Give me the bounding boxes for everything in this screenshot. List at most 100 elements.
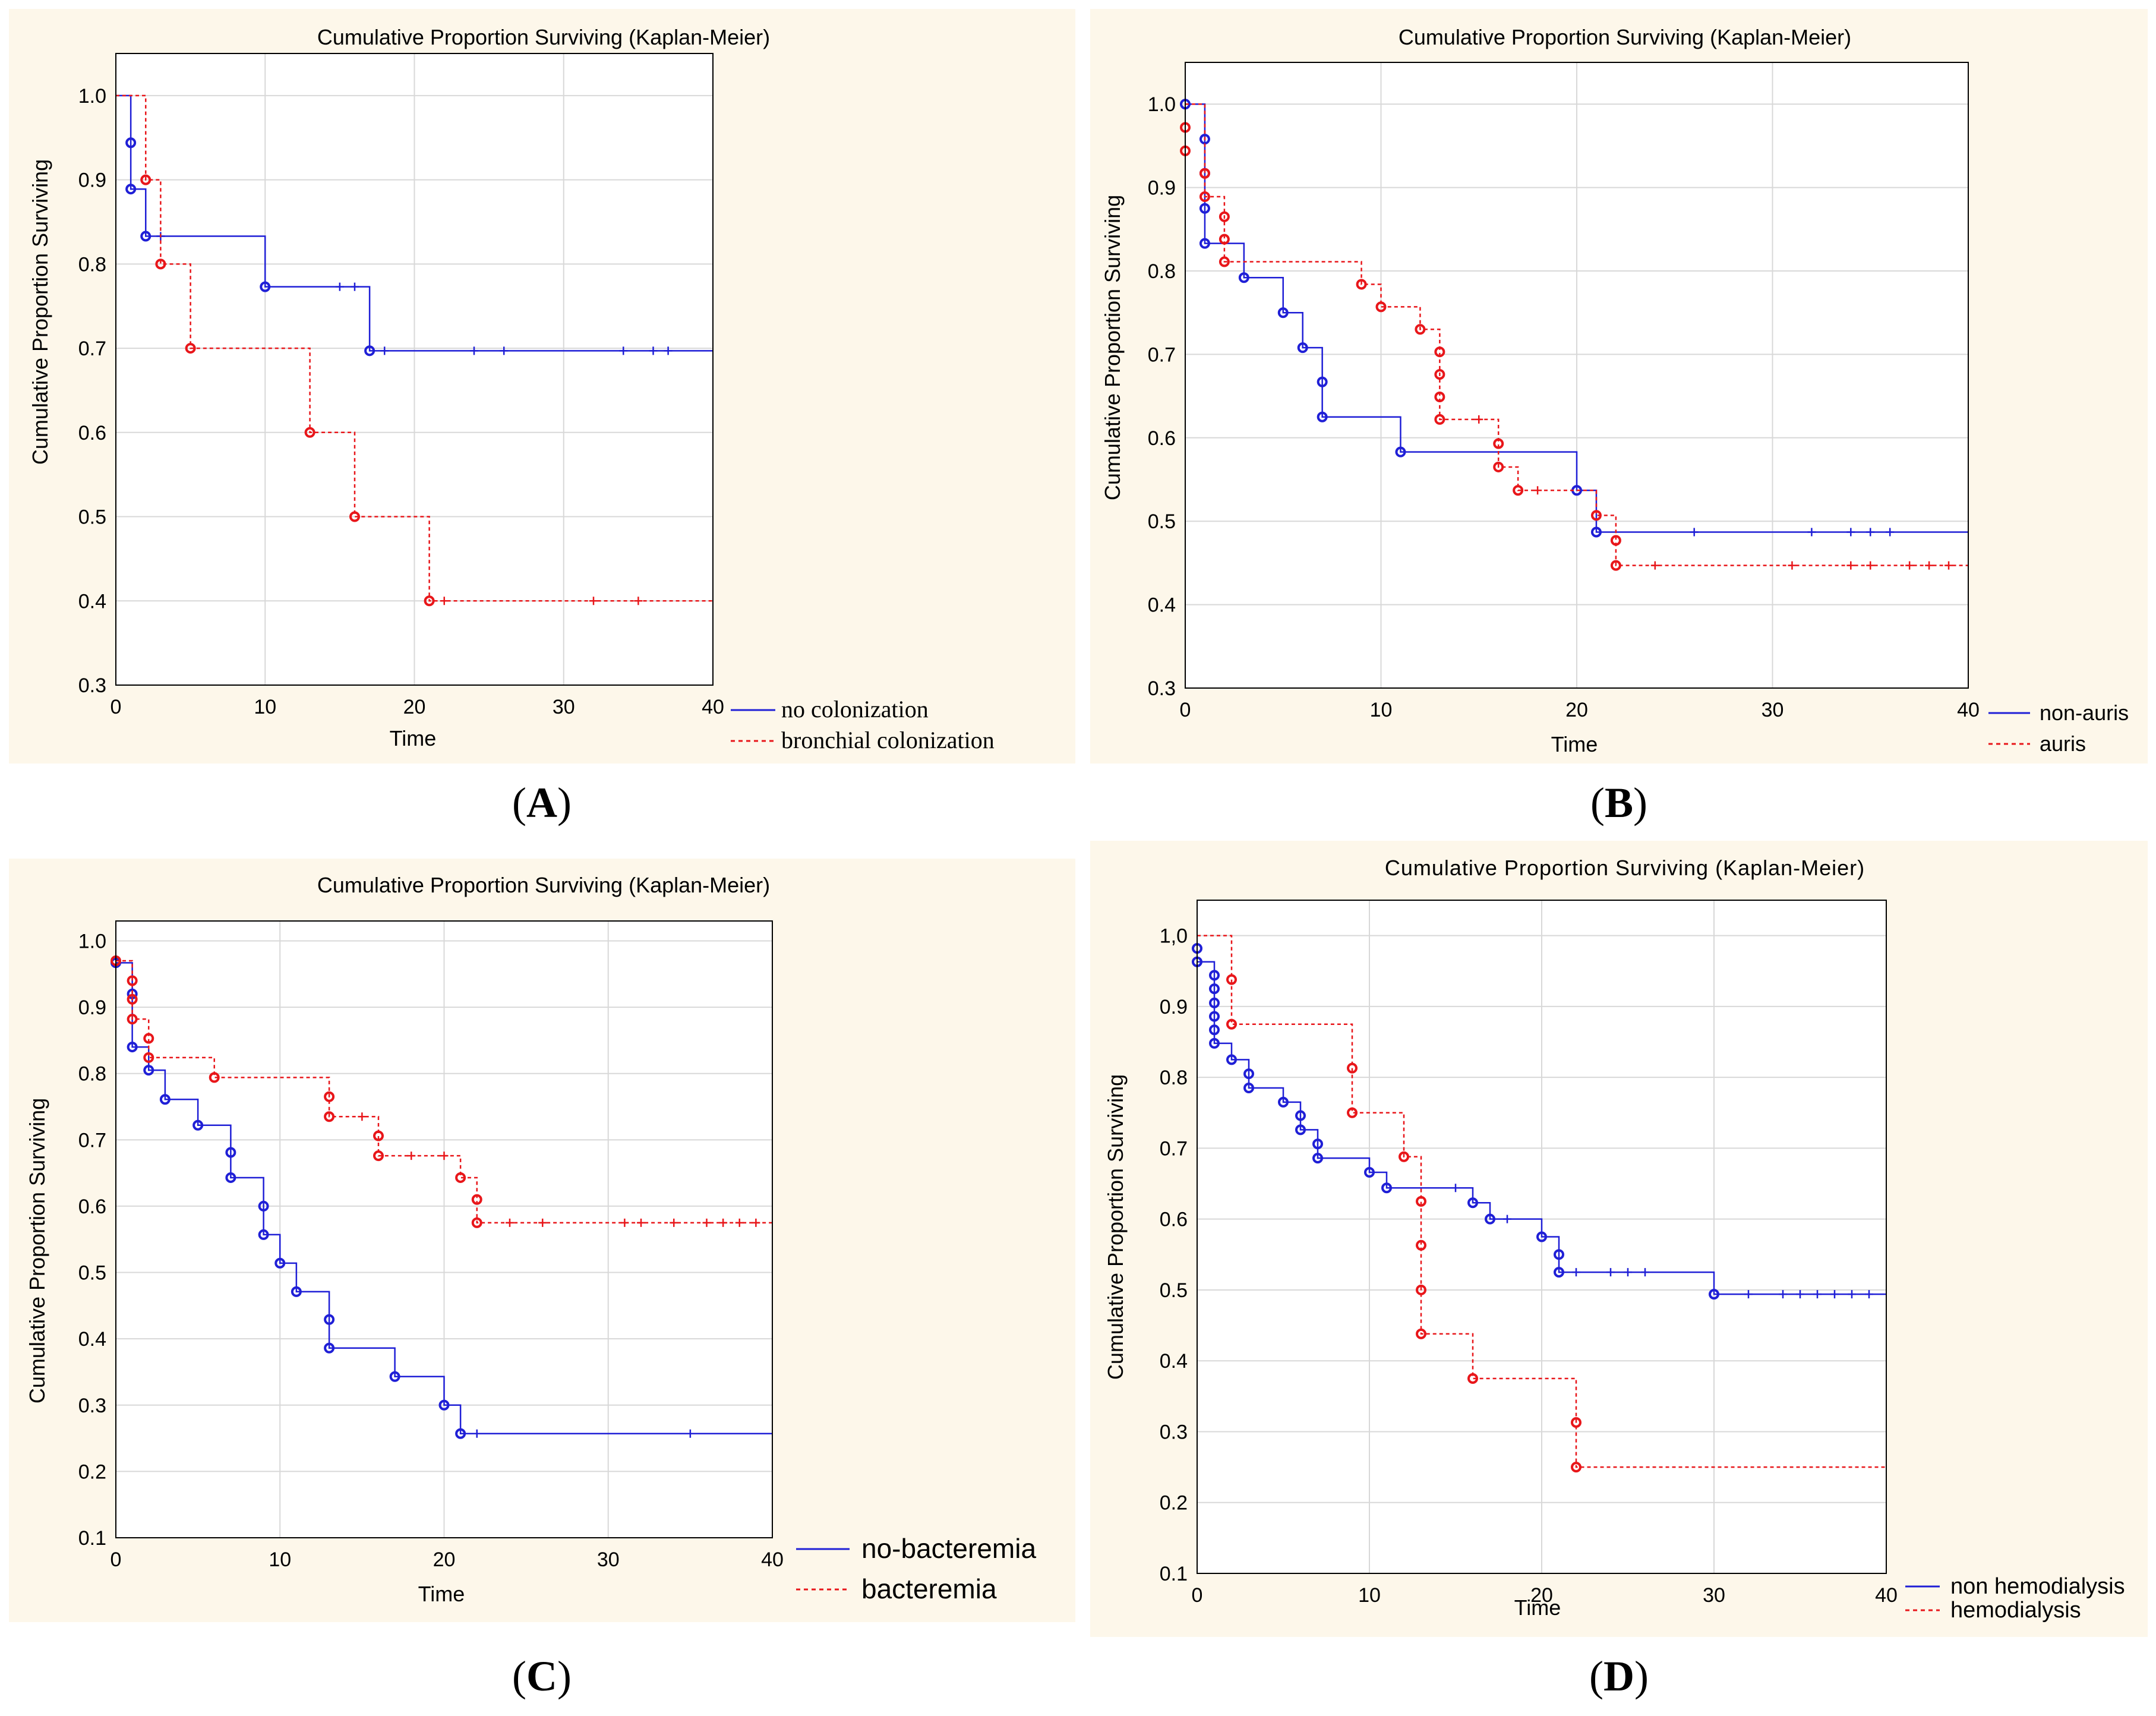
- y-tick-label: 0.8: [1148, 260, 1176, 283]
- event-marker: [127, 1042, 138, 1053]
- y-tick-label: 0.8: [78, 253, 106, 276]
- event-marker: [324, 1314, 335, 1325]
- plot-frame: [115, 920, 773, 1538]
- chart-d-ylabel: Cumulative Proportion Surviving: [1103, 1074, 1128, 1380]
- event-marker: [125, 184, 137, 195]
- y-tick-label: 0.2: [78, 1461, 106, 1483]
- legend-non-auris-label: non-auris: [2040, 701, 2129, 725]
- chart-d-title: Cumulative Proportion Surviving (Kaplan-…: [1385, 856, 1865, 880]
- y-tick-label: 0.5: [78, 1262, 106, 1285]
- chart-c-ylabel: Cumulative Proportion Surviving: [25, 1098, 49, 1403]
- y-tick-label: 0.6: [1160, 1209, 1188, 1231]
- event-marker: [1416, 1284, 1426, 1295]
- y-tick-label: 0.6: [1148, 427, 1176, 450]
- event-marker: [1209, 1037, 1220, 1049]
- censor-marker: [619, 346, 628, 355]
- series-non-hemodialysis: [1192, 943, 1886, 1300]
- y-tick-label: 0.4: [1160, 1350, 1188, 1373]
- legend-auris-label: auris: [2040, 731, 2086, 756]
- x-tick-label: 30: [597, 1548, 620, 1571]
- event-marker: [260, 281, 271, 292]
- y-tick-label: 0.9: [1148, 177, 1176, 200]
- event-marker: [1219, 256, 1230, 267]
- panel-a: Cumulative Proportion Surviving (Kaplan-…: [9, 9, 1075, 764]
- event-marker: [143, 1033, 154, 1044]
- y-tick-label: 0.3: [78, 1395, 106, 1417]
- event-marker: [1364, 1166, 1375, 1178]
- censor-marker: [1451, 1184, 1460, 1193]
- event-marker: [1347, 1062, 1358, 1074]
- y-tick-label: 0.8: [78, 1063, 106, 1086]
- event-marker: [1416, 1239, 1426, 1251]
- event-marker: [1610, 560, 1621, 571]
- chart-a-plot: 0 10 20 30 40 0.3 0.4 0.5 0.6 0.7 0.8 0.9 1.0: [78, 53, 724, 718]
- x-tick-label: 0: [1192, 1584, 1203, 1607]
- censor-marker: [1788, 561, 1797, 570]
- x-tick-label: 10: [1358, 1584, 1381, 1607]
- event-marker: [1199, 238, 1210, 249]
- censor-marker: [1846, 561, 1855, 570]
- event-marker: [1375, 301, 1387, 313]
- event-marker: [1199, 134, 1210, 145]
- x-tick-label: 30: [553, 696, 575, 718]
- event-marker: [1554, 1267, 1564, 1278]
- censor-marker: [1830, 1290, 1839, 1299]
- event-marker: [1485, 1213, 1495, 1225]
- y-tick-label: 0.5: [78, 506, 106, 529]
- chart-d-legend: non hemodialysis hemodialysis: [1905, 1574, 2125, 1623]
- censor-marker: [500, 346, 509, 355]
- y-tick-label: 0.9: [1160, 996, 1188, 1018]
- x-tick-label: 10: [1370, 699, 1393, 721]
- chart-b: Cumulative Proportion Surviving (Kaplan-…: [1100, 25, 2129, 756]
- x-tick-label: 20: [433, 1548, 456, 1571]
- censor-marker: [1813, 1290, 1822, 1299]
- event-marker: [1434, 414, 1445, 425]
- censor-marker: [538, 1218, 547, 1227]
- event-marker: [185, 343, 196, 354]
- y-tick-label: 0.3: [1148, 677, 1176, 700]
- x-tick-label: 0: [111, 696, 122, 718]
- event-marker: [1434, 369, 1445, 380]
- event-marker: [471, 1194, 482, 1205]
- y-tick-label: 0.4: [78, 590, 106, 613]
- plot-frame: [115, 53, 714, 686]
- event-marker: [1709, 1289, 1719, 1300]
- event-marker: [1209, 983, 1220, 995]
- event-marker: [258, 1229, 269, 1240]
- censor-marker: [1533, 486, 1542, 495]
- censor-marker: [1744, 1290, 1753, 1299]
- event-marker: [1467, 1197, 1478, 1209]
- event-marker: [1226, 1018, 1237, 1030]
- y-tick-label: 0.1: [78, 1527, 106, 1550]
- event-marker: [364, 345, 375, 357]
- event-marker: [1571, 1462, 1582, 1473]
- x-tick-label: 20: [1565, 699, 1588, 721]
- event-marker: [1399, 1151, 1409, 1162]
- legend-bronchial-colonization-label: bronchial colonization: [781, 727, 995, 753]
- km-curve-no-colonization: [116, 94, 713, 352]
- event-marker: [1226, 1054, 1237, 1065]
- panel-label-a: (A): [512, 779, 572, 827]
- chart-b-legend: non-auris auris: [1988, 701, 2129, 756]
- legend-no-colonization-label: no colonization: [781, 696, 929, 723]
- y-tick-label: 0.3: [1160, 1421, 1188, 1443]
- censor-marker: [1886, 528, 1895, 537]
- event-marker: [424, 595, 435, 607]
- x-tick-label: 30: [1703, 1584, 1725, 1607]
- event-marker: [1590, 510, 1602, 521]
- event-marker: [471, 1217, 482, 1228]
- censor-marker: [440, 1152, 449, 1160]
- event-marker: [1493, 438, 1504, 449]
- km-curve-auris: [1185, 103, 1968, 566]
- event-marker: [1277, 307, 1289, 318]
- event-marker: [1416, 1328, 1426, 1339]
- km-curve-bronchial-colonization: [116, 94, 713, 602]
- series-no-colonization: [116, 94, 713, 357]
- censor-marker: [1624, 1268, 1632, 1277]
- chart-b-xlabel: Time: [1551, 732, 1598, 756]
- event-marker: [1356, 279, 1367, 290]
- km-curve-no-bacteremia: [116, 962, 772, 1435]
- event-marker: [1219, 211, 1230, 222]
- x-tick-label: 20: [403, 696, 426, 718]
- censor-marker: [407, 1152, 416, 1160]
